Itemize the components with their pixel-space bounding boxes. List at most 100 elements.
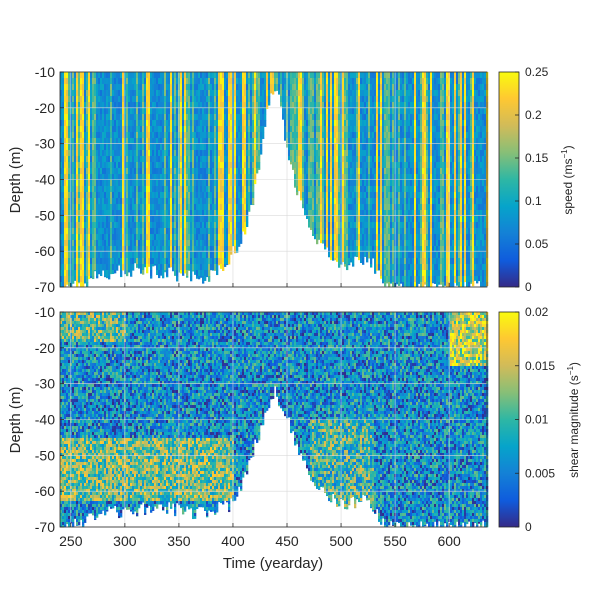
speed-cell [296,186,299,193]
speed-cell [154,180,157,187]
speed-cell [356,186,359,193]
speed-cell [90,102,93,109]
speed-cell [96,210,99,217]
speed-cell [116,198,119,205]
speed-cell [360,174,363,181]
speed-cell [104,216,107,223]
speed-cell [60,192,63,199]
speed-cell [362,264,365,265]
speed-cell [342,78,345,85]
speed-cell [366,240,369,247]
speed-cell [68,270,71,277]
speed-cell [252,168,255,175]
speed-cell [172,84,175,91]
speed-cell [228,162,231,169]
speed-cell [150,180,153,187]
speed-cell [352,210,355,217]
speed-cell [370,186,373,193]
speed-cell [310,84,313,91]
speed-cell [360,258,363,264]
speed-cell [186,198,189,205]
speed-cell [378,102,381,109]
speed-cell [252,198,255,205]
speed-cell [288,114,291,121]
speed-cell [90,192,93,199]
speed-cell [152,120,155,127]
speed-cell [252,192,255,199]
speed-cell [132,240,135,247]
speed-cell [150,78,153,85]
speed-cell [126,126,129,133]
speed-cell [244,138,247,145]
speed-cell [90,78,93,85]
speed-cell [388,84,391,91]
speed-cell [382,222,385,229]
speed-cell [298,72,301,79]
speed-cell [158,210,161,217]
speed-cell [330,114,333,121]
speed-cell [228,72,231,79]
speed-cell [120,186,123,193]
speed-cell [146,162,149,169]
speed-cell [132,150,135,157]
speed-cell [184,192,187,199]
speed-cell [126,210,129,217]
speed-cell [336,78,339,85]
speed-cell [378,144,381,151]
speed-cell [176,138,179,145]
speed-cell [240,180,243,187]
speed-cell [166,258,169,265]
speed-cell [248,168,251,175]
speed-cell [256,120,259,127]
speed-cell [154,126,157,133]
speed-cell [372,168,375,175]
speed-cell [200,144,203,151]
speed-cell [234,96,237,103]
speed-cell [182,150,185,157]
speed-cell [162,108,165,115]
speed-cell [304,72,307,79]
speed-cell [182,210,185,217]
speed-cell [222,78,225,85]
speed-cell [378,162,381,169]
speed-cell [134,258,137,264]
speed-cell [98,192,101,199]
speed-cell [92,228,95,235]
speed-cell [186,72,189,79]
speed-cell [384,132,387,139]
speed-cell [136,120,139,127]
speed-cell [148,132,151,139]
speed-cell [218,192,221,199]
speed-cell [76,168,79,175]
speed-cell [390,270,393,277]
speed-cell [388,162,391,169]
speed-cell [110,252,113,259]
speed-cell [120,276,123,278]
speed-cell [200,270,203,277]
speed-cell [326,186,329,193]
speed-cell [380,150,383,157]
speed-cell [320,162,323,169]
speed-cell [332,180,335,187]
speed-cell [132,168,135,175]
speed-cell [84,180,87,187]
speed-cell [136,144,139,151]
speed-cell [118,144,121,151]
speed-cell [138,102,141,109]
speed-cell [218,198,221,205]
speed-cell [366,180,369,187]
speed-cell [326,168,329,175]
speed-cell [152,228,155,235]
speed-cell [204,84,207,91]
speed-cell [318,228,321,235]
speed-cell [234,132,237,139]
speed-cell [80,198,83,205]
speed-cell [86,270,89,277]
speed-cell [136,198,139,205]
speed-cell [250,186,253,193]
speed-cell [186,144,189,151]
speed-cell [330,186,333,193]
speed-cell [98,210,101,217]
speed-cell [344,186,347,193]
speed-cell [88,138,91,145]
